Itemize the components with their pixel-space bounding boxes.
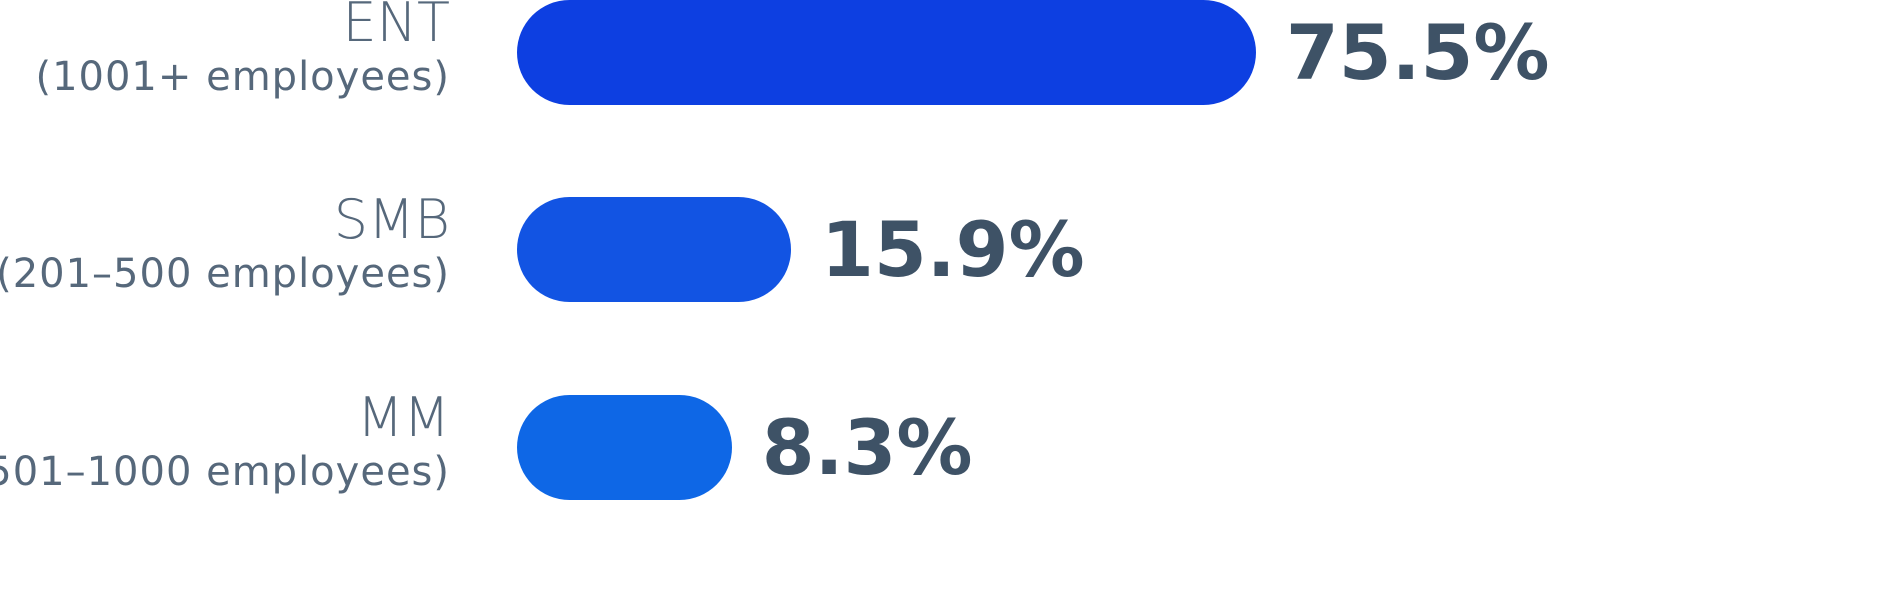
bar bbox=[517, 395, 732, 500]
category-name: ENT bbox=[342, 0, 451, 54]
category-subtitle: (201–500 employees) bbox=[0, 251, 450, 297]
bar-row-ent: ENT (1001+ employees) 75.5% bbox=[0, 0, 1904, 106]
category-name: MM bbox=[356, 386, 450, 449]
category-label: SMB (201–500 employees) bbox=[0, 191, 450, 299]
category-name: SMB bbox=[333, 188, 450, 251]
value-label: 75.5% bbox=[1285, 8, 1550, 97]
bar-row-mm: MM (501–1000 employees) 8.3% bbox=[0, 389, 1904, 501]
bar bbox=[517, 197, 792, 302]
value-label: 15.9% bbox=[821, 205, 1085, 294]
category-subtitle: (1001+ employees) bbox=[35, 54, 450, 100]
bar-row-smb: SMB (201–500 employees) 15.9% bbox=[0, 191, 1904, 303]
category-label: MM (501–1000 employees) bbox=[0, 389, 450, 497]
value-label: 8.3% bbox=[761, 403, 973, 492]
category-label: ENT (1001+ employees) bbox=[35, 0, 450, 102]
bar bbox=[517, 0, 1256, 105]
category-subtitle: (501–1000 employees) bbox=[0, 449, 450, 495]
